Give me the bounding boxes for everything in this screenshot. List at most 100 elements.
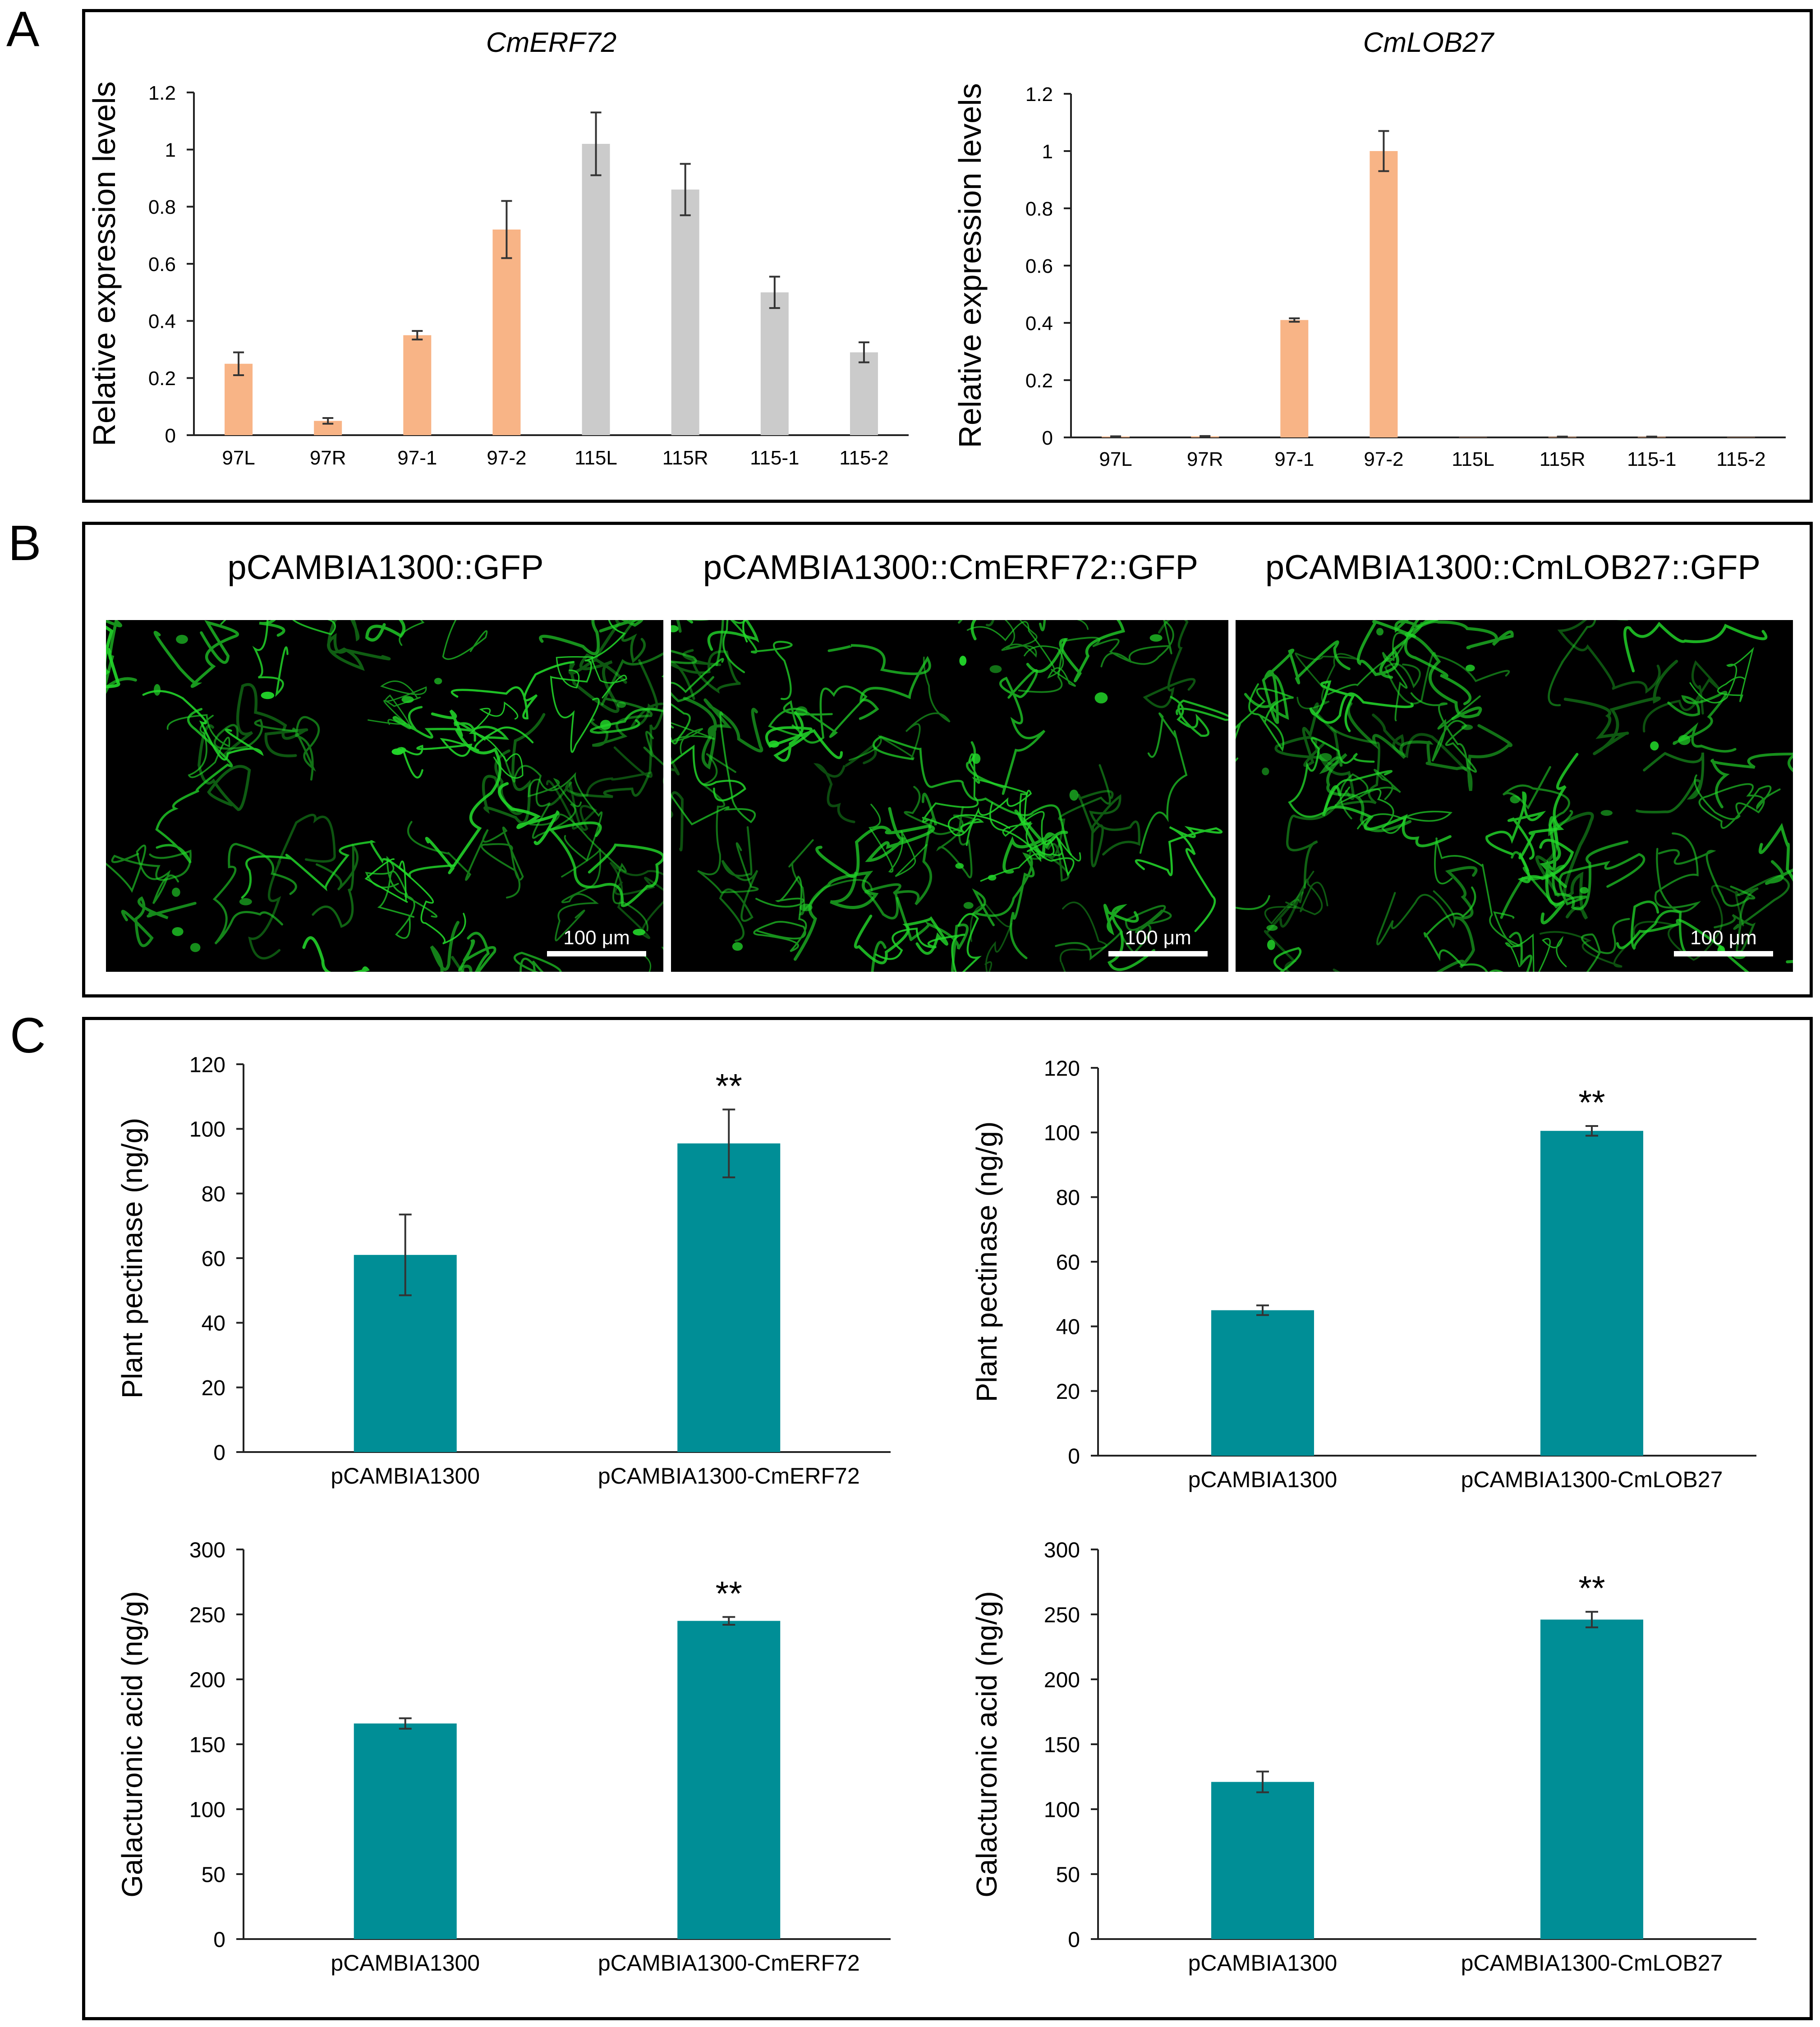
category-label: 115-1 xyxy=(1627,448,1676,470)
bar-97-2 xyxy=(1370,151,1398,437)
error-bar xyxy=(590,111,602,176)
category-label: 115-2 xyxy=(1716,448,1765,470)
bar-pcambia1300-cmlob27 xyxy=(1540,1131,1643,1456)
y-tick-label: 40 xyxy=(1056,1315,1080,1339)
error-bar xyxy=(858,341,869,363)
micro-image-3: 100 μm xyxy=(1236,620,1793,972)
y-tick-label: 200 xyxy=(1044,1668,1080,1692)
y-tick-label: 0.6 xyxy=(148,253,176,276)
scale-bar-2: 100 μm xyxy=(1108,927,1208,956)
y-tick-label: 300 xyxy=(189,1538,225,1562)
y-tick-label: 80 xyxy=(202,1182,225,1206)
category-label: pCAMBIA1300-CmLOB27 xyxy=(1461,1950,1723,1976)
chart-pectinase-cmlob27: Plant pectinase (ng/g) 0 20 40 60 80 100 120 pCA… xyxy=(970,1057,1756,1492)
category-label: pCAMBIA1300-CmERF72 xyxy=(598,1463,860,1489)
bar-pcambia1300 xyxy=(1211,1310,1314,1456)
gfp-cell-outlines xyxy=(1236,620,1793,972)
y-tick-label: 0.2 xyxy=(1025,370,1053,392)
category-label: 115L xyxy=(574,447,617,469)
scale-bar-label-2: 100 μm xyxy=(1125,927,1191,949)
chart-galacturonic-cmerf72: Galacturonic acid (ng/g) 0 50 100 150 200 250 3… xyxy=(116,1538,891,1976)
bar-97-1 xyxy=(1280,320,1309,437)
error-bar xyxy=(769,276,780,309)
gfp-cell-outlines xyxy=(671,620,1228,972)
y-tick-label: 100 xyxy=(189,1798,225,1822)
y-axis-label: Galacturonic acid (ng/g) xyxy=(116,1591,148,1897)
bar-97-1 xyxy=(403,335,432,435)
category-label: 97R xyxy=(1187,448,1223,470)
chart-cmlob27-expression: CmLOB27 Relative expression levels 0 0.2 0.4… xyxy=(956,27,1786,470)
y-tick-label: 250 xyxy=(189,1603,225,1627)
chart-title: CmLOB27 xyxy=(1363,27,1495,58)
error-bar xyxy=(722,1616,735,1626)
category-label: 97-2 xyxy=(1364,448,1403,470)
bar-115-2 xyxy=(850,352,878,435)
y-tick-label: 0.4 xyxy=(148,311,176,333)
y-tick-label: 0 xyxy=(213,1928,225,1952)
category-label: pCAMBIA1300-CmERF72 xyxy=(598,1950,860,1976)
significance-marker: ** xyxy=(1578,1084,1605,1122)
bar-115l xyxy=(582,144,610,435)
gfp-cell-outlines xyxy=(106,620,663,972)
category-label: pCAMBIA1300 xyxy=(331,1950,480,1976)
significance-marker: ** xyxy=(716,1067,742,1105)
micro-image-1: 100 μm xyxy=(106,620,663,972)
y-tick-label: 0.2 xyxy=(148,368,176,390)
panel-label-c: C xyxy=(10,1008,46,1063)
y-tick-label: 1.2 xyxy=(148,82,176,104)
y-axis-label: Relative expression levels xyxy=(956,83,988,448)
significance-marker: ** xyxy=(1578,1569,1605,1608)
category-label: 115R xyxy=(662,447,708,469)
error-bar xyxy=(1256,1770,1269,1793)
scale-bar-1: 100 μm xyxy=(547,927,646,956)
y-tick-label: 250 xyxy=(1044,1603,1080,1627)
scale-bar-3: 100 μm xyxy=(1674,927,1773,956)
y-tick-label: 1.2 xyxy=(1025,83,1053,106)
panel-label-b: B xyxy=(8,515,41,571)
error-bar xyxy=(1586,1125,1598,1137)
y-tick-label: 150 xyxy=(189,1733,225,1757)
y-tick-label: 0.4 xyxy=(1025,313,1053,335)
y-tick-label: 200 xyxy=(189,1668,225,1692)
bar-115-1 xyxy=(760,292,789,435)
y-tick-label: 1 xyxy=(165,139,176,161)
y-tick-label: 0.6 xyxy=(1025,255,1053,277)
y-tick-label: 120 xyxy=(189,1053,225,1077)
chart-pectinase-cmerf72: Plant pectinase (ng/g) 0 20 40 60 80 100 120 pCA… xyxy=(116,1053,891,1489)
chart-title: CmERF72 xyxy=(486,27,616,58)
y-axis-label: Galacturonic acid (ng/g) xyxy=(970,1591,1003,1897)
category-label: 115-2 xyxy=(839,447,888,469)
micro-title-2: pCAMBIA1300::CmERF72::GFP xyxy=(703,548,1199,587)
category-label: 115R xyxy=(1540,448,1586,470)
y-tick-label: 80 xyxy=(1056,1186,1080,1210)
bar-pcambia1300 xyxy=(1211,1782,1314,1939)
y-tick-label: 40 xyxy=(202,1312,225,1336)
category-label: pCAMBIA1300 xyxy=(331,1463,480,1489)
chart-galacturonic-cmlob27: Galacturonic acid (ng/g) 0 50 100 150 200 250 3… xyxy=(970,1538,1756,1976)
scale-bar-label-1: 100 μm xyxy=(563,927,630,949)
bar-pcambia1300 xyxy=(354,1723,457,1939)
error-bar xyxy=(322,417,334,425)
micro-title-1: pCAMBIA1300::GFP xyxy=(227,548,544,587)
error-bar xyxy=(399,1213,412,1296)
significance-marker: ** xyxy=(716,1575,742,1613)
category-label: 97-2 xyxy=(487,447,526,469)
y-tick-label: 100 xyxy=(1044,1122,1080,1145)
y-tick-label: 0 xyxy=(1068,1444,1080,1468)
error-bar xyxy=(680,163,691,216)
y-tick-label: 1 xyxy=(1042,141,1053,163)
error-bar xyxy=(1200,435,1211,438)
bar-97-2 xyxy=(492,230,521,435)
panel-label-a: A xyxy=(6,1,40,57)
y-tick-label: 120 xyxy=(1044,1057,1080,1080)
bar-pcambia1300-cmerf72 xyxy=(677,1621,781,1939)
y-tick-label: 0 xyxy=(1068,1928,1080,1952)
y-tick-label: 100 xyxy=(1044,1798,1080,1822)
bar-pcambia1300-cmlob27 xyxy=(1540,1619,1643,1939)
bar-pcambia1300-cmerf72 xyxy=(677,1143,781,1452)
category-label: 97-1 xyxy=(397,447,437,469)
micro-image-2: 100 μm xyxy=(671,620,1228,972)
y-tick-label: 0.8 xyxy=(1025,198,1053,220)
category-label: 97R xyxy=(310,447,346,469)
error-bar xyxy=(1256,1304,1269,1316)
